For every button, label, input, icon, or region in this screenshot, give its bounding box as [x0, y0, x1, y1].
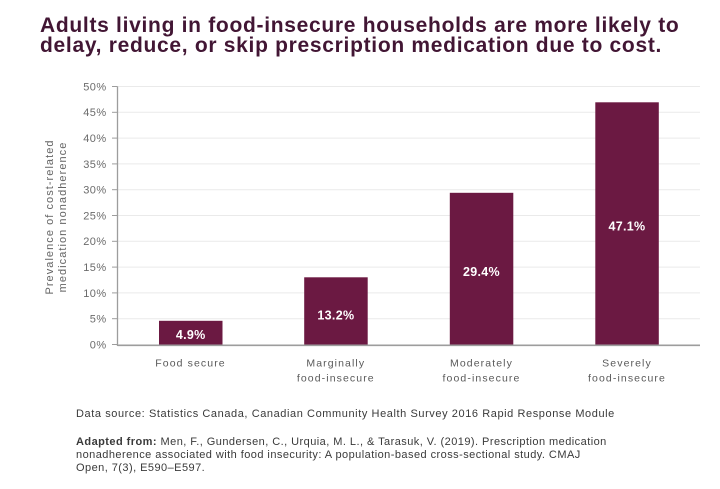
- svg-text:15%: 15%: [83, 262, 106, 274]
- svg-text:food-insecure: food-insecure: [588, 373, 666, 385]
- svg-text:food-insecure: food-insecure: [297, 373, 375, 385]
- svg-text:Severely: Severely: [602, 357, 652, 369]
- svg-text:4.9%: 4.9%: [176, 328, 206, 342]
- svg-text:Prevalence of cost-related: Prevalence of cost-related: [44, 139, 56, 294]
- svg-text:47.1%: 47.1%: [609, 219, 646, 233]
- svg-text:13.2%: 13.2%: [317, 308, 354, 322]
- svg-text:Moderately: Moderately: [450, 357, 513, 369]
- svg-text:20%: 20%: [83, 236, 106, 248]
- svg-text:45%: 45%: [83, 107, 106, 119]
- svg-text:5%: 5%: [90, 314, 107, 326]
- svg-text:40%: 40%: [83, 133, 106, 145]
- svg-text:10%: 10%: [83, 288, 106, 300]
- svg-text:29.4%: 29.4%: [463, 265, 500, 279]
- svg-text:25%: 25%: [83, 210, 106, 222]
- svg-text:Marginally: Marginally: [306, 357, 365, 369]
- svg-text:0%: 0%: [90, 339, 107, 351]
- svg-text:Food secure: Food secure: [155, 357, 225, 369]
- svg-text:30%: 30%: [83, 185, 106, 197]
- svg-text:35%: 35%: [83, 159, 106, 171]
- svg-text:50%: 50%: [83, 81, 106, 93]
- svg-text:food-insecure: food-insecure: [443, 373, 521, 385]
- svg-text:medication nonadherence: medication nonadherence: [57, 142, 69, 293]
